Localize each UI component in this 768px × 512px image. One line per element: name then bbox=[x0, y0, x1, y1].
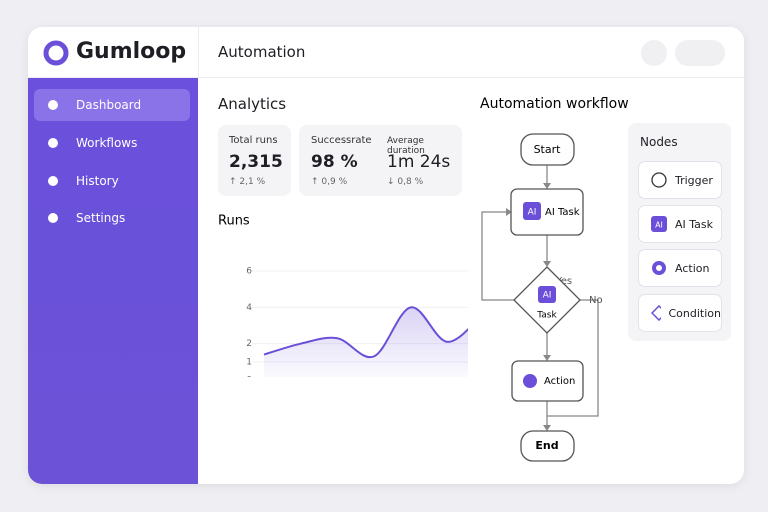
line bbox=[263, 306, 468, 359]
palette-item[interactable]: Action bbox=[638, 249, 722, 287]
workflow: Automation workflow Start AI AI Task Yes… bbox=[480, 96, 629, 462]
divider bbox=[28, 77, 744, 78]
stat-value: 1m 24s bbox=[387, 152, 451, 172]
palette-item[interactable]: AI AI Task bbox=[638, 205, 722, 243]
workflow-title: Automation workflow bbox=[480, 96, 629, 112]
nav-label: History bbox=[76, 174, 119, 188]
y-tick-label: 1 bbox=[246, 357, 252, 367]
runs-chart: Runs 01246SMTWTFS bbox=[218, 214, 468, 378]
node-label: Action bbox=[544, 376, 575, 387]
ai-task-node[interactable] bbox=[510, 188, 584, 236]
nav-label: Dashboard bbox=[76, 98, 142, 112]
ai-icon bbox=[538, 286, 556, 303]
y-tick-label: 6 bbox=[246, 267, 252, 277]
icon-label: AI bbox=[543, 291, 552, 301]
end-node[interactable] bbox=[520, 430, 575, 462]
logo-icon bbox=[43, 40, 69, 66]
item-label: Trigger bbox=[675, 173, 713, 187]
palette-item[interactable]: Trigger bbox=[638, 161, 722, 199]
nav-item[interactable]: Workflows bbox=[34, 127, 190, 159]
edge-label: No bbox=[589, 295, 603, 306]
edge-label: Yes bbox=[555, 276, 572, 287]
nav-item[interactable]: Settings bbox=[34, 202, 190, 234]
palette-item[interactable]: Condition bbox=[638, 294, 722, 332]
panel-title: Nodes bbox=[640, 135, 678, 149]
profile-button[interactable] bbox=[675, 40, 725, 66]
app-window: Gumloop Automation Dashboard Workflows H… bbox=[28, 27, 744, 484]
stat-label: Average duration bbox=[387, 136, 425, 156]
nav-label: Workflows bbox=[76, 136, 138, 150]
y-tick-label: 4 bbox=[246, 303, 252, 313]
stat-change: ↑ 0,9 % bbox=[311, 177, 348, 187]
chart-title: Runs bbox=[218, 214, 250, 229]
item-label: Condition bbox=[668, 306, 722, 320]
stat-card: Total runs 2,315 ↑ 2,1 % bbox=[218, 125, 291, 196]
start-node[interactable] bbox=[520, 133, 575, 166]
gear-icon bbox=[523, 374, 537, 388]
nav-label: Settings bbox=[76, 211, 126, 225]
stat-value: 2,315 bbox=[229, 152, 283, 172]
action-node[interactable] bbox=[511, 360, 584, 402]
divider bbox=[198, 27, 199, 78]
stat-value: 98 % bbox=[311, 152, 358, 172]
node-label: Task bbox=[536, 311, 557, 321]
icon-label: AI bbox=[528, 208, 537, 218]
node-label: End bbox=[535, 439, 558, 452]
section-title: Analytics bbox=[218, 95, 287, 113]
stat-label: Total runs bbox=[229, 135, 278, 146]
stat-change: ↓ 0,8 % bbox=[387, 177, 424, 187]
area bbox=[264, 307, 468, 377]
stat-label: Successrate bbox=[311, 135, 372, 146]
brand: Gumloop bbox=[76, 39, 187, 64]
page-title: Automation bbox=[218, 43, 306, 61]
icon-label: AI bbox=[655, 221, 663, 230]
sidebar: Dashboard Workflows History Settings bbox=[28, 78, 198, 484]
node-label: Start bbox=[534, 143, 562, 156]
nodes-panel: Nodes Trigger AI AI Task Action Condition bbox=[628, 123, 731, 341]
nav-item[interactable]: History bbox=[34, 165, 190, 197]
item-label: AI Task bbox=[675, 217, 714, 231]
ai-icon bbox=[523, 202, 541, 220]
node-label: AI Task bbox=[545, 207, 580, 218]
stat-card: Successrate 98 % ↑ 0,9 % Average duratio… bbox=[299, 125, 462, 196]
item-label: Action bbox=[675, 261, 710, 275]
stat-change: ↑ 2,1 % bbox=[229, 177, 266, 187]
search-button[interactable] bbox=[641, 40, 667, 66]
nav-item[interactable]: Dashboard bbox=[34, 89, 190, 121]
y-tick-label: 2 bbox=[246, 339, 252, 349]
y-tick-label: 0 bbox=[246, 376, 252, 378]
